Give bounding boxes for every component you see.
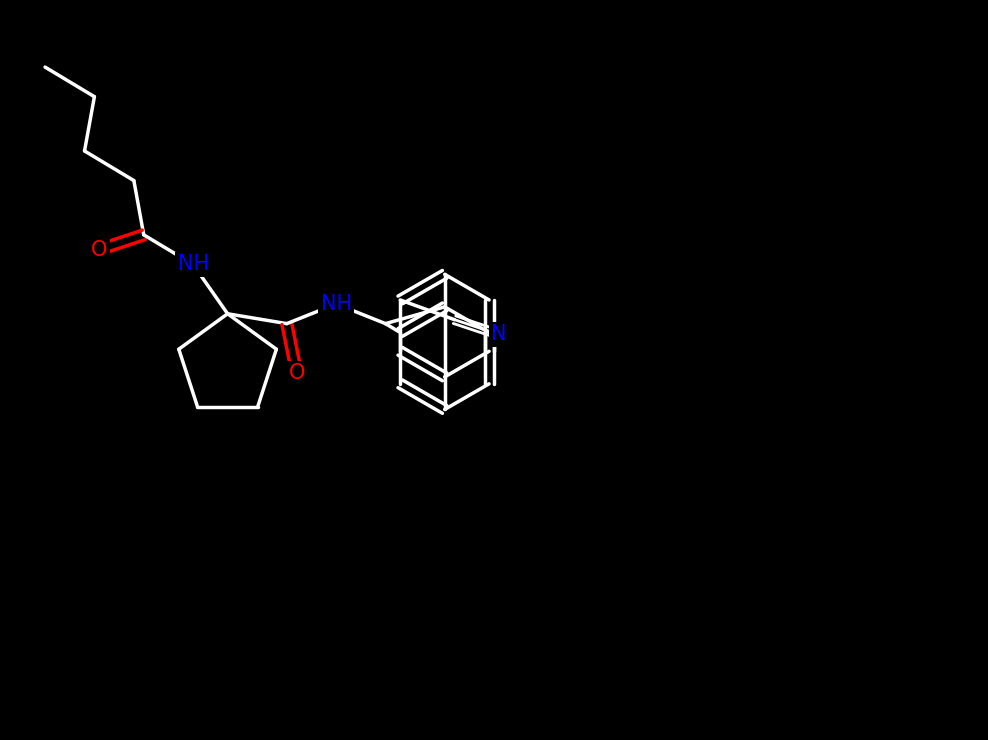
Text: O: O bbox=[91, 240, 108, 260]
Text: NH: NH bbox=[178, 255, 208, 275]
Text: NH: NH bbox=[320, 294, 352, 314]
Text: N: N bbox=[491, 324, 507, 345]
Text: O: O bbox=[288, 363, 305, 383]
